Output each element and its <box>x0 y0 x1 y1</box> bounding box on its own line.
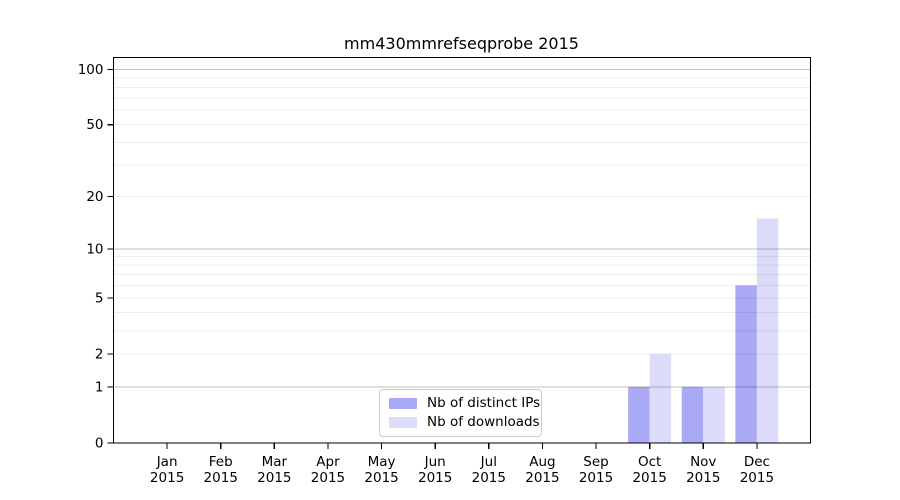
bar-distinct-ips-oct <box>628 386 650 443</box>
legend-swatch-downloads <box>389 417 417 428</box>
legend: Nb of distinct IPs Nb of downloads <box>379 389 542 437</box>
bar-downloads-oct <box>649 354 672 443</box>
x-tick-label: Sep 2015 <box>579 454 613 486</box>
legend-label-distinct-ips: Nb of distinct IPs <box>427 395 541 411</box>
y-tick-label: 50 <box>86 117 103 133</box>
legend-label-downloads: Nb of downloads <box>427 414 540 430</box>
x-tick-label: Aug 2015 <box>525 454 559 486</box>
y-tick-label: 20 <box>86 189 103 205</box>
y-tick-label: 10 <box>86 241 103 257</box>
bar-downloads-dec <box>756 218 779 443</box>
legend-item-distinct-ips: Nb of distinct IPs <box>389 396 540 411</box>
x-tick-label: May 2015 <box>364 454 398 486</box>
y-tick-label: 2 <box>95 347 104 363</box>
y-tick-label: 5 <box>95 290 104 306</box>
x-tick-label: Feb 2015 <box>204 454 238 486</box>
axes-spines <box>112 56 812 444</box>
y-tick-label: 100 <box>78 62 104 78</box>
x-tick-label: Jul 2015 <box>472 454 506 486</box>
bar-downloads-nov <box>703 386 725 443</box>
x-tick-label: Dec 2015 <box>740 454 774 486</box>
y-tick-label: 1 <box>95 379 104 395</box>
y-tick-label: 0 <box>95 436 104 452</box>
bar-distinct-ips-nov <box>681 386 704 443</box>
bar-distinct-ips-dec <box>735 285 757 443</box>
legend-swatch-distinct-ips <box>389 398 417 409</box>
x-tick-label: Oct 2015 <box>632 454 666 486</box>
x-tick-label: Jun 2015 <box>418 454 452 486</box>
chart-title: mm430mmrefseqprobe 2015 <box>344 34 579 53</box>
x-tick-label: Nov 2015 <box>686 454 720 486</box>
x-tick-label: Mar 2015 <box>257 454 291 486</box>
x-tick-label: Apr 2015 <box>311 454 345 486</box>
legend-item-downloads: Nb of downloads <box>389 415 540 430</box>
x-tick-label: Jan 2015 <box>150 454 184 486</box>
